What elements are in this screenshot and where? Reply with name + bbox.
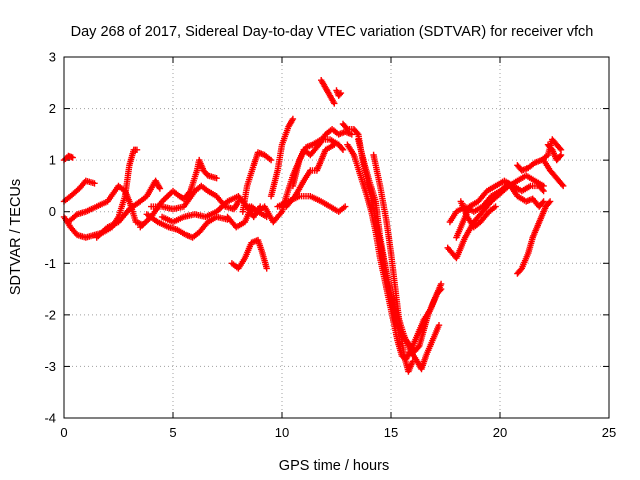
x-tick-label: 0 <box>60 425 67 440</box>
series-track <box>93 177 164 241</box>
series-track <box>318 77 338 107</box>
series-track <box>544 141 565 164</box>
series-track <box>267 115 297 200</box>
y-tick-label: -4 <box>44 411 56 426</box>
series-track <box>333 87 345 99</box>
x-axis-label: GPS time / hours <box>279 458 389 474</box>
data-point-markers <box>344 141 445 362</box>
chart-title: Day 268 of 2017, Sidereal Day-to-day VTE… <box>71 24 594 40</box>
data-point-markers <box>514 198 554 277</box>
series-track <box>344 141 445 362</box>
data-point-markers <box>540 156 567 190</box>
plot-area <box>60 77 567 375</box>
data-point-markers <box>93 177 164 241</box>
data-point-markers <box>239 149 275 215</box>
grid-lines <box>64 57 609 418</box>
series-track <box>239 149 275 215</box>
series-track <box>274 193 349 215</box>
y-tick-label: 2 <box>49 101 56 116</box>
data-point-markers <box>267 115 297 200</box>
y-tick-label: -3 <box>44 359 56 374</box>
y-tick-label: -1 <box>44 256 56 271</box>
y-tick-label: 0 <box>49 204 56 219</box>
y-tick-label: 3 <box>49 50 56 65</box>
x-tick-label: 5 <box>169 425 176 440</box>
data-point-markers <box>446 180 547 226</box>
y-tick-label: 1 <box>49 153 56 168</box>
series-track <box>289 136 347 190</box>
plot-frame <box>63 56 610 419</box>
series-track <box>514 198 554 277</box>
data-point-markers <box>60 152 76 164</box>
data-point-markers <box>370 151 416 375</box>
series-track <box>370 151 416 375</box>
series-track <box>457 198 499 231</box>
x-tick-label: 20 <box>493 425 507 440</box>
data-point-markers <box>274 193 349 215</box>
data-point-markers <box>333 87 345 99</box>
series-track <box>540 156 567 190</box>
data-point-markers <box>143 211 231 241</box>
x-tick-label: 25 <box>602 425 616 440</box>
data-point-markers <box>289 136 347 190</box>
data-point-markers <box>457 198 499 231</box>
tick-labels: 0 5 10 15 20 25 -4 -3 -2 -1 0 1 2 3 <box>44 50 616 441</box>
y-tick-label: -2 <box>44 307 56 322</box>
y-axis-label: SDTVAR / TECUs <box>8 179 24 295</box>
series-track <box>60 177 98 205</box>
series-track <box>143 211 231 241</box>
series-track <box>446 180 547 226</box>
series-track <box>228 236 270 272</box>
axis-ticks <box>63 56 610 419</box>
data-point-markers <box>544 141 565 164</box>
data-point-markers <box>318 77 338 107</box>
series-track <box>60 152 76 164</box>
data-point-markers <box>60 177 98 205</box>
x-tick-label: 15 <box>384 425 398 440</box>
data-point-markers <box>228 236 270 272</box>
x-tick-label: 10 <box>275 425 289 440</box>
